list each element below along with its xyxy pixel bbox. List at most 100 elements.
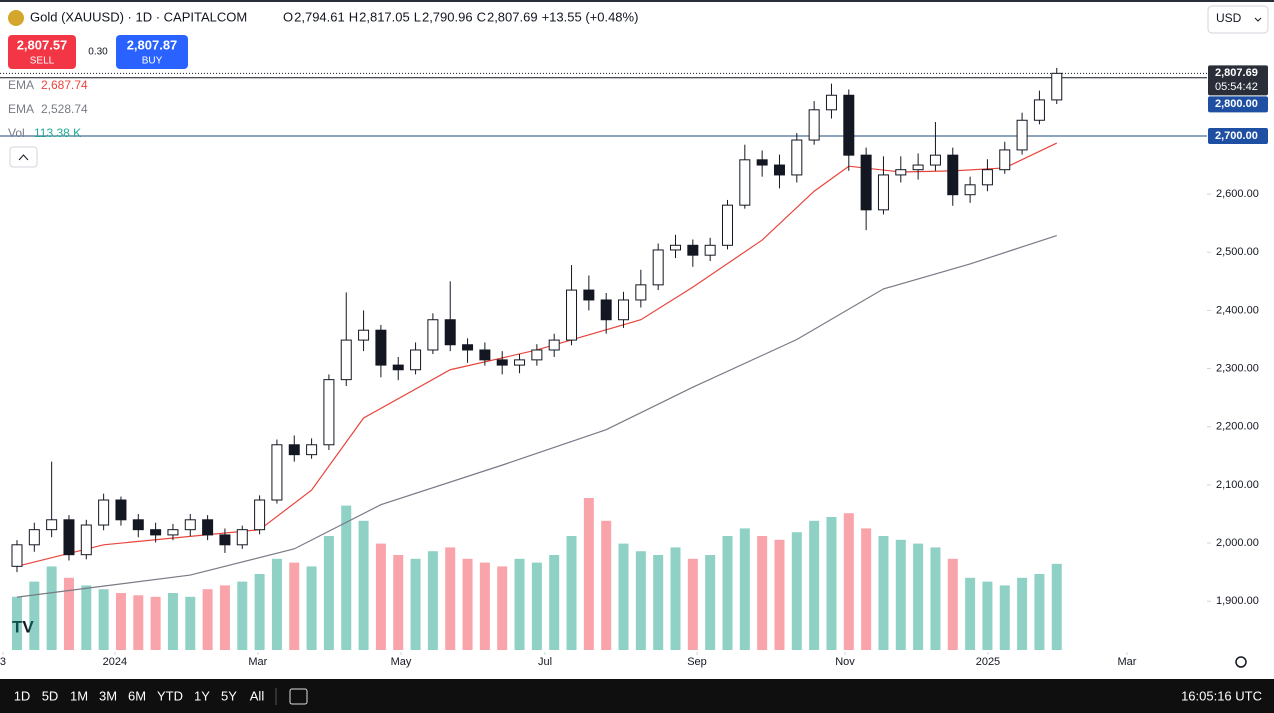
volume-bar (306, 566, 317, 650)
range-button[interactable]: 5D (42, 688, 59, 703)
range-button[interactable]: 1Y (194, 688, 210, 703)
candle-body (1016, 119, 1028, 151)
volume-bar (1051, 563, 1062, 650)
currency[interactable]: USD (1216, 11, 1242, 25)
ohlc-key: L (414, 9, 421, 24)
volume-bar (479, 562, 490, 650)
buy-price[interactable]: 2,807.87 (127, 37, 178, 52)
candle-body (877, 174, 889, 211)
volume-legend-value: 113.38 K (34, 126, 81, 140)
volume-bar (930, 547, 941, 650)
candle-body (773, 164, 785, 176)
x-tick-label: 2024 (103, 656, 127, 668)
y-tick-label: 1,900.00 (1216, 595, 1259, 607)
y-tick-label: 2,500.00 (1216, 246, 1259, 258)
date-range-icon[interactable] (289, 688, 308, 705)
currency-dropdown[interactable] (1207, 5, 1269, 34)
volume-bar (791, 532, 802, 650)
candle-body (531, 349, 543, 361)
clock: 16:05:16 UTC (1181, 688, 1262, 703)
sell-button[interactable] (8, 35, 76, 69)
range-button[interactable]: 5Y (221, 688, 237, 703)
candle-body (410, 349, 422, 371)
candle-body (756, 159, 768, 166)
ema-legend-value: 2,687.74 (41, 78, 88, 92)
settings-icon[interactable] (1235, 656, 1247, 668)
volume-bar (722, 536, 733, 650)
candle-body (80, 524, 92, 556)
volume-bar (947, 558, 958, 650)
volume-bar (583, 498, 594, 650)
volume-bar (237, 581, 248, 650)
candle-body (11, 544, 23, 567)
y-tick-label: 2,400.00 (1216, 304, 1259, 316)
range-button[interactable]: 1D (14, 688, 31, 703)
candle-body (46, 519, 58, 531)
ema-legend-name: EMA (8, 78, 34, 92)
sell-label[interactable]: SELL (30, 56, 55, 67)
ohlc-key: C (477, 9, 486, 24)
ohlc-key: H (349, 9, 358, 24)
countdown: 05:54:42 (1215, 81, 1258, 93)
candle-body (999, 149, 1011, 171)
last-price-label: 2,807.69 (1215, 67, 1258, 79)
candle-body (981, 169, 993, 186)
volume-bar (566, 536, 577, 650)
candle-body (566, 289, 578, 341)
volume-bar (514, 558, 525, 650)
candle-body (618, 299, 630, 321)
volume-bar (445, 547, 456, 650)
symbol-icon (8, 10, 24, 26)
candle-body (947, 154, 959, 196)
volume-bar (843, 513, 854, 650)
candle-body (843, 94, 855, 156)
candle-body (462, 344, 474, 351)
candle-body (721, 204, 733, 246)
volume-bar (323, 536, 334, 650)
candle-body (306, 444, 318, 456)
x-tick-label: Sep (687, 656, 707, 668)
x-tick-label: Jul (538, 656, 552, 668)
candle-body (358, 329, 370, 341)
volume-bar (63, 577, 74, 650)
x-tick-label: Mar (248, 656, 267, 668)
volume-bar (167, 593, 178, 650)
volume-bar (375, 543, 386, 650)
volume-bar (895, 539, 906, 650)
volume-bar (687, 558, 698, 650)
candle-body (132, 519, 144, 531)
candle-body (427, 319, 439, 351)
volume-bar (185, 596, 196, 650)
candle-body (895, 169, 907, 176)
ohlc-value: 2,807.69 (487, 9, 538, 24)
volume-bar (1017, 577, 1028, 650)
candle-body (808, 109, 820, 141)
volume-bar (826, 517, 837, 650)
volume-bar (11, 596, 22, 650)
candle-body (479, 349, 491, 361)
range-button[interactable]: All (250, 688, 265, 703)
volume-bar (618, 543, 629, 650)
range-button[interactable]: YTD (157, 688, 183, 703)
volume-bar (462, 558, 473, 650)
candle-body (1033, 99, 1045, 121)
range-button[interactable]: 6M (128, 688, 146, 703)
sell-price[interactable]: 2,807.57 (17, 37, 68, 52)
volume-bar (358, 520, 369, 650)
candle-body (1051, 72, 1063, 101)
range-button[interactable]: 3M (99, 688, 117, 703)
level-label: 2,700.00 (1215, 130, 1258, 142)
collapse-button[interactable] (9, 146, 38, 168)
ohlc-value: 2,790.96 (422, 9, 473, 24)
candle-body (340, 339, 352, 381)
x-tick-label: 3 (0, 656, 6, 668)
candle-body (929, 154, 941, 166)
volume-bar (809, 520, 820, 650)
range-button[interactable]: 1M (70, 688, 88, 703)
buy-button[interactable] (116, 35, 188, 69)
volume-bar (913, 543, 924, 650)
volume-bar (982, 581, 993, 650)
buy-label[interactable]: BUY (142, 56, 163, 67)
volume-bar (427, 551, 438, 650)
